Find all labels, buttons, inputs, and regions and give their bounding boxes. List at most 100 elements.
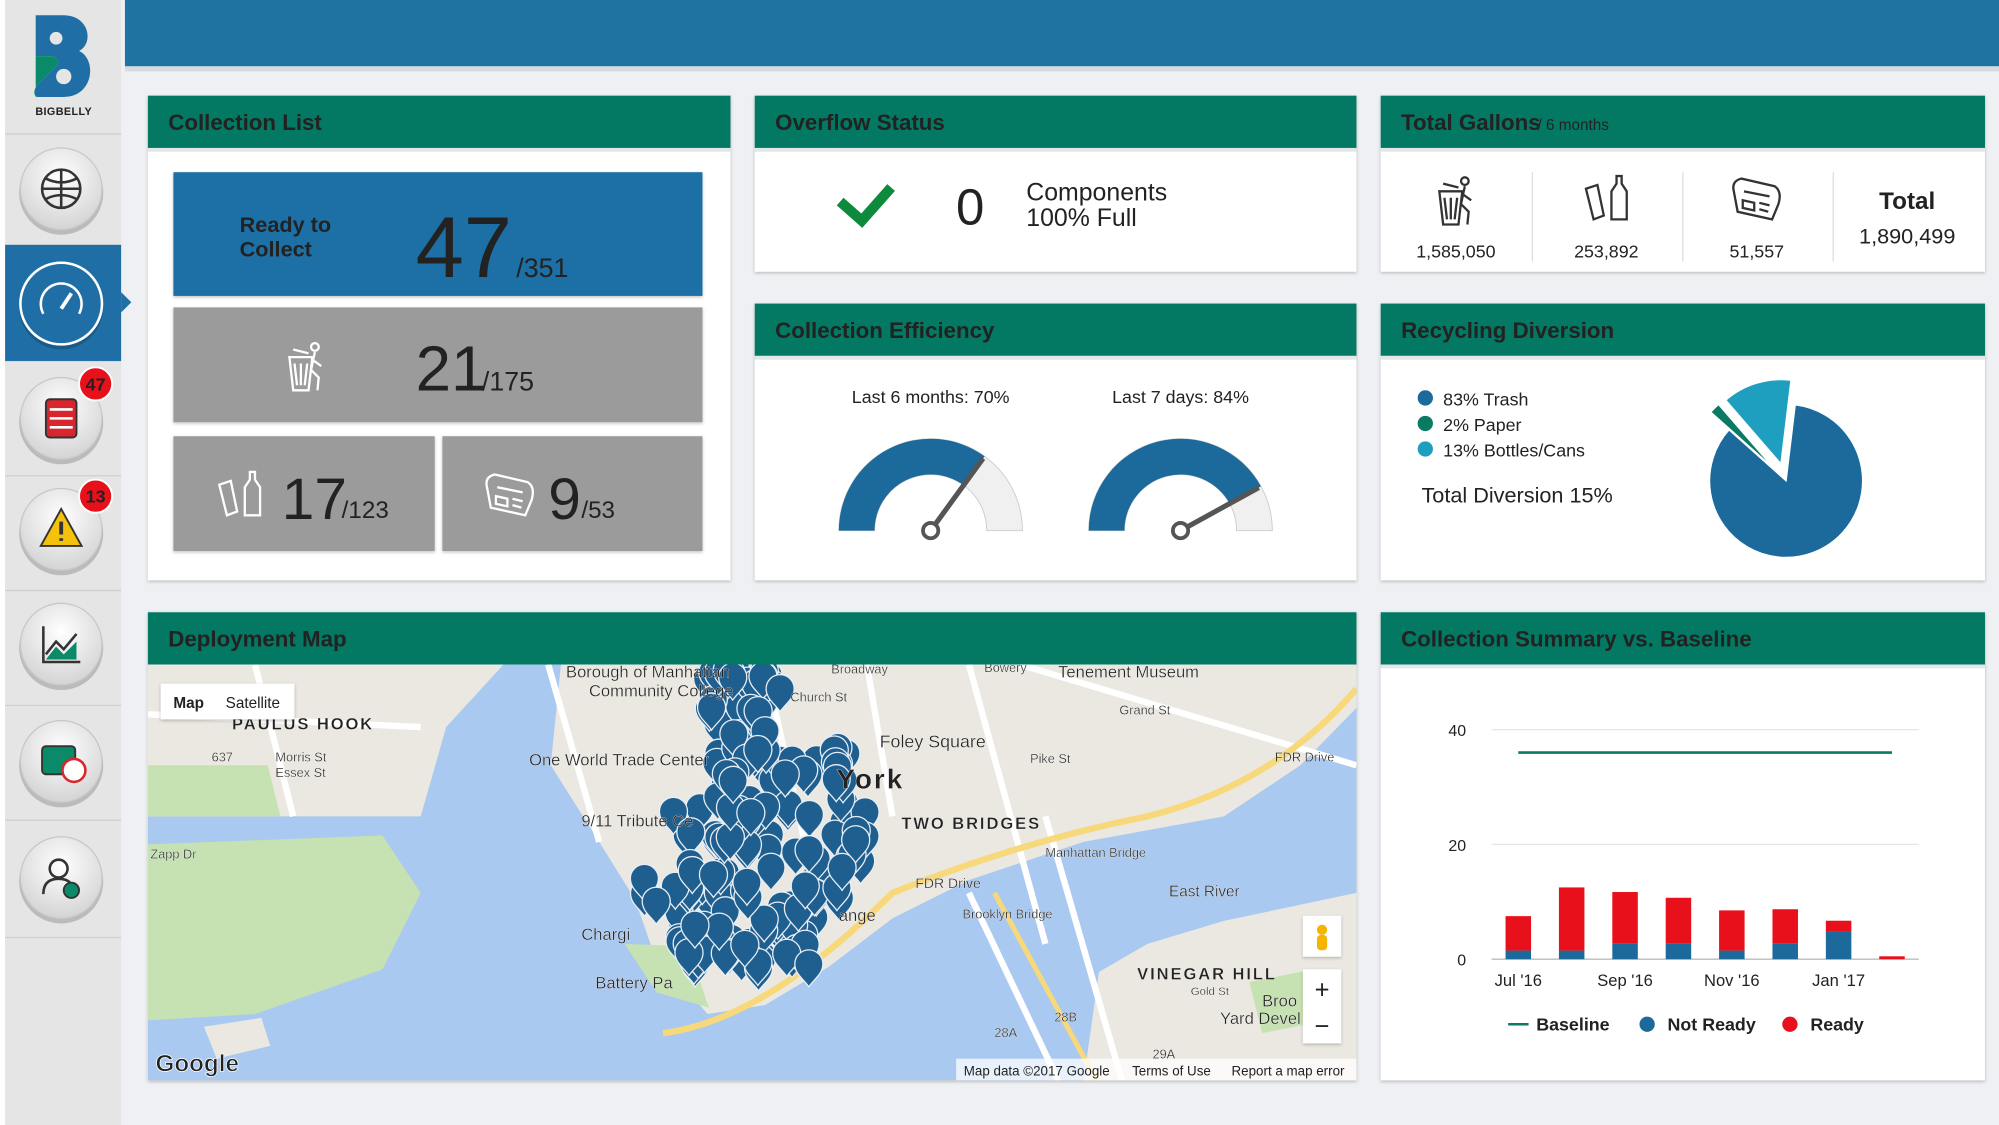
- deployment-map-header: [147, 612, 1357, 665]
- map-marker[interactable]: [718, 765, 748, 805]
- map-label: 28B: [1054, 1010, 1077, 1025]
- map-label: York: [836, 763, 904, 794]
- map-footer-text: Map data ©2017 Google: [964, 1063, 1110, 1078]
- map-marker[interactable]: [794, 835, 824, 874]
- tile-label: Collect: [240, 236, 312, 261]
- map-marker[interactable]: [680, 910, 710, 950]
- map-road: [966, 891, 1062, 1081]
- map-footer-text: Terms of Use: [1132, 1063, 1211, 1078]
- map-button: Satellite: [226, 695, 280, 712]
- map-label: Essex St: [275, 765, 326, 780]
- map-marker[interactable]: [841, 825, 871, 864]
- map-marker[interactable]: [765, 674, 795, 713]
- top-bar: [124, 0, 1999, 67]
- tile[interactable]: [173, 436, 435, 552]
- map-marker[interactable]: [743, 734, 773, 774]
- map-logo: Google: [156, 1050, 239, 1077]
- legend-label: Not Ready: [1668, 1015, 1756, 1035]
- panel-title: Collection Efficiency: [775, 318, 995, 343]
- nav-button[interactable]: [19, 261, 104, 350]
- trash-icon: [309, 351, 322, 391]
- map-marker[interactable]: [698, 859, 729, 899]
- icon: [42, 877, 72, 895]
- map-marker[interactable]: [827, 852, 857, 892]
- map-marker[interactable]: [730, 929, 760, 969]
- gallons-value: 1,585,050: [1416, 242, 1495, 262]
- map-label: 637: [212, 749, 233, 764]
- top-bar-shadow: [124, 66, 1999, 72]
- logo: [49, 31, 63, 45]
- map-marker[interactable]: [736, 798, 766, 837]
- x-tick-label: Jan '17: [1812, 971, 1865, 990]
- tile-total: /123: [342, 497, 389, 524]
- map-marker[interactable]: [718, 663, 748, 702]
- nav-button[interactable]: [19, 720, 104, 808]
- trash-icon: [1459, 176, 1470, 187]
- map-footer-text: Report a map error: [1232, 1063, 1346, 1078]
- trash-icon: [1438, 182, 1464, 226]
- tile[interactable]: [442, 436, 703, 552]
- tile[interactable]: [173, 172, 703, 296]
- nav-button[interactable]: [19, 487, 104, 576]
- map-label: Tenement Museum: [1058, 662, 1199, 681]
- bar: [1612, 943, 1638, 960]
- nav-button[interactable]: [19, 147, 104, 235]
- map-label: Morris St: [275, 749, 326, 764]
- legend-label: 13% Bottles/Cans: [1443, 441, 1585, 461]
- icon: [45, 641, 77, 660]
- map-marker[interactable]: [749, 904, 779, 944]
- map-marker[interactable]: [790, 871, 820, 910]
- map-label: VINEGAR HILL: [1137, 965, 1277, 984]
- map-label: FDR Drive: [1275, 749, 1334, 764]
- zoom-control[interactable]: [1302, 969, 1342, 1044]
- nav-button[interactable]: [19, 376, 104, 465]
- map-label: Pike St: [1030, 751, 1071, 766]
- bar: [1558, 887, 1585, 951]
- tile-count: 21: [416, 332, 487, 404]
- badge: [78, 366, 114, 402]
- map-label: ange: [839, 906, 876, 925]
- map-marker[interactable]: [704, 912, 734, 952]
- map-marker[interactable]: [794, 799, 825, 839]
- nav-button[interactable]: [19, 836, 104, 924]
- legend-swatch: [1639, 1016, 1655, 1032]
- gauge-fill: [1088, 438, 1261, 531]
- pie-slice: [1709, 403, 1775, 469]
- map-label: One World Trade Center: [529, 750, 710, 769]
- map-label: 29A: [1152, 1047, 1175, 1062]
- panel-subtitle: / 6 months: [1537, 117, 1609, 134]
- badge: [78, 478, 114, 514]
- y-tick-label: 40: [1448, 723, 1466, 740]
- map-type-control: [160, 683, 295, 720]
- panel-title: Total Gallons: [1401, 110, 1541, 135]
- nav-button[interactable]: [19, 602, 104, 691]
- map-label: Grand St: [1119, 702, 1170, 717]
- map-marker[interactable]: [794, 949, 824, 988]
- icon: [42, 169, 81, 208]
- map-marker[interactable]: [821, 764, 851, 803]
- overflow-text: 100% Full: [1026, 204, 1137, 232]
- map-label: Yard Devel: [1220, 1009, 1301, 1028]
- map-marker[interactable]: [732, 867, 762, 907]
- overflow-count: 0: [956, 178, 984, 235]
- overflow-status-header: [754, 95, 1357, 148]
- legend-swatch: [1417, 441, 1433, 457]
- map-marker[interactable]: [641, 886, 671, 926]
- legend-label: Ready: [1810, 1015, 1864, 1035]
- map-marker[interactable]: [770, 759, 800, 799]
- map-water: [147, 664, 1357, 1081]
- collection-summary: [1380, 612, 1985, 1081]
- gauge-hub: [921, 521, 941, 541]
- map-marker[interactable]: [676, 817, 706, 856]
- collection-summary-header-rule: [1380, 664, 1985, 669]
- legend-swatch: [1417, 390, 1433, 406]
- collection-efficiency-header: [754, 303, 1357, 356]
- map-label: FDR Drive: [915, 875, 981, 891]
- map-road: [863, 664, 896, 817]
- tile-count: 9: [548, 467, 581, 532]
- bar: [1505, 950, 1532, 960]
- map-marker[interactable]: [696, 692, 727, 732]
- tile[interactable]: [173, 307, 703, 423]
- logo: [34, 15, 91, 97]
